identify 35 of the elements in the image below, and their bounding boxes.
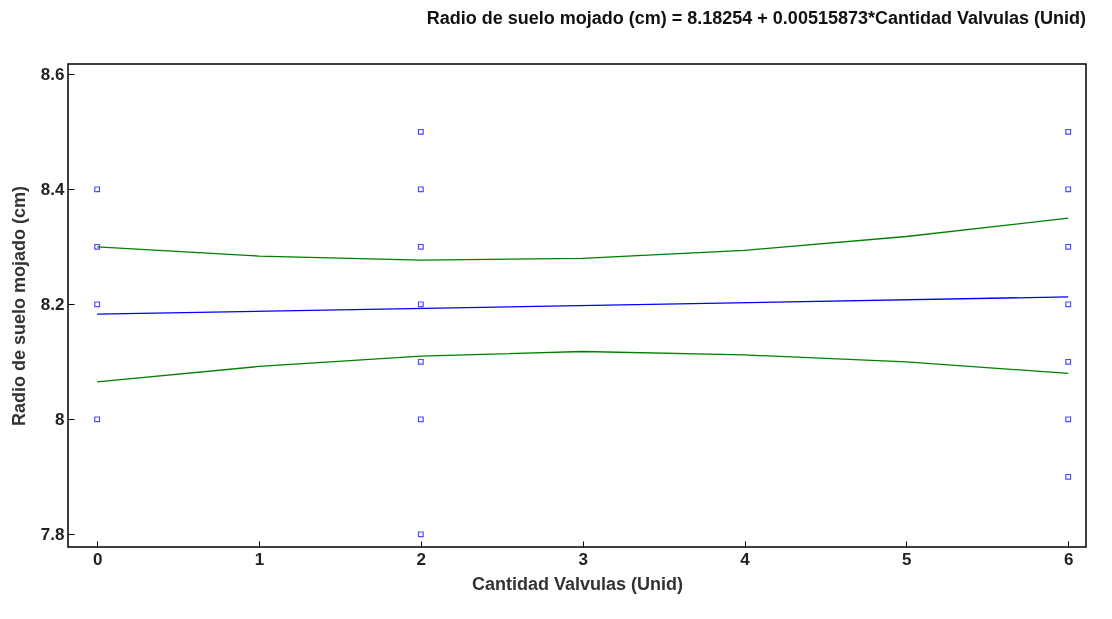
point (1065, 416, 1072, 423)
point (417, 128, 424, 135)
x-tick-label: 2 (416, 549, 427, 569)
y-tick-label: 8.6 (40, 64, 65, 84)
point (94, 243, 101, 250)
y-axis-title: Radio de suelo mojado (cm) (8, 185, 29, 427)
x-tick-label: 5 (902, 549, 912, 569)
point (1065, 186, 1072, 193)
chart-title: Radio de suelo mojado (cm) = 8.18254 + 0.00515873*Cantidad Valvulas (Unid) (426, 8, 1086, 28)
point (417, 243, 424, 250)
x-tick-label: 0 (92, 549, 103, 569)
point (417, 301, 424, 308)
point (417, 416, 424, 423)
y-tick-label: 8.2 (40, 294, 65, 314)
point (417, 358, 424, 365)
point (94, 301, 101, 308)
point (1065, 128, 1072, 135)
point (1065, 473, 1072, 480)
x-tick-label: 4 (740, 549, 751, 569)
point (417, 531, 424, 538)
point (1065, 243, 1072, 250)
x-axis-title: Cantidad Valvulas (Unid) (471, 573, 684, 594)
y-tick-label: 8.4 (40, 179, 66, 199)
line-series (96, 217, 1069, 261)
x-tick-label: 6 (1063, 549, 1074, 569)
point (417, 186, 424, 193)
x-tick-label: 1 (254, 549, 265, 569)
point (94, 186, 101, 193)
y-tick-label: 8 (55, 409, 65, 429)
x-tick-label: 3 (578, 549, 588, 569)
y-tick-label: 7.8 (40, 524, 65, 544)
point (94, 416, 101, 423)
line-series (96, 350, 1069, 383)
point (1065, 301, 1072, 308)
point (1065, 358, 1072, 365)
